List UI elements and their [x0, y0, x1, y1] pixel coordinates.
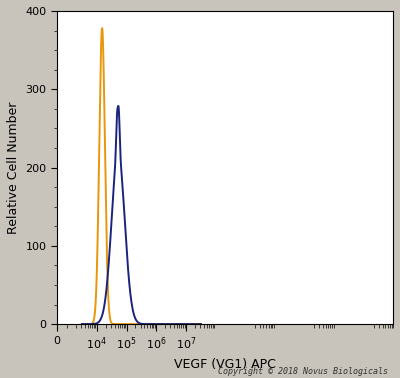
- X-axis label: VEGF (VG1) APC: VEGF (VG1) APC: [174, 358, 276, 371]
- Text: Copyright © 2018 Novus Biologicals: Copyright © 2018 Novus Biologicals: [218, 367, 388, 376]
- Y-axis label: Relative Cell Number: Relative Cell Number: [7, 101, 20, 234]
